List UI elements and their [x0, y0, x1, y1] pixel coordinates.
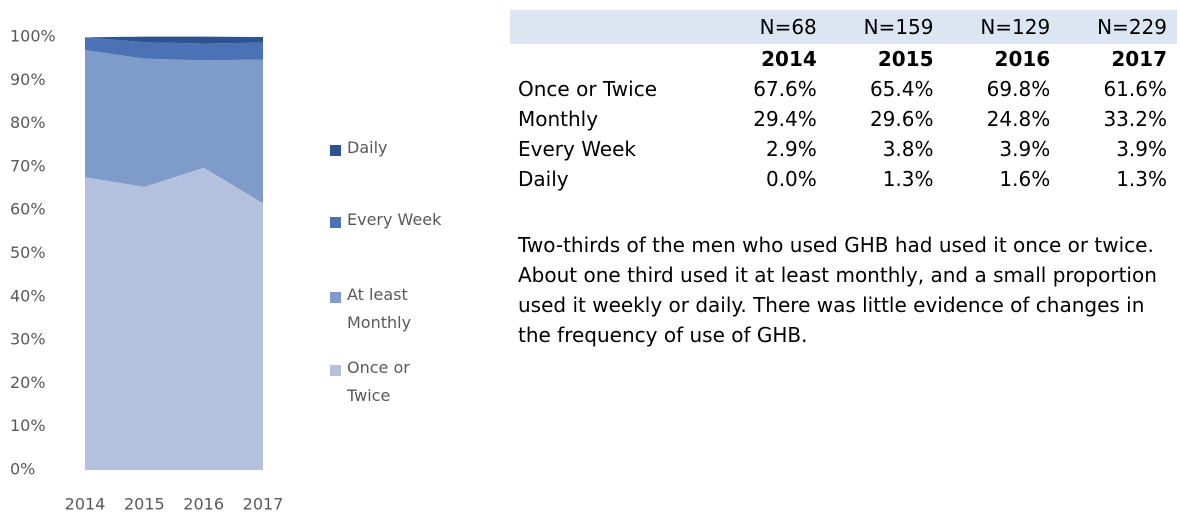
table-cell: 1.3%	[1116, 167, 1167, 191]
table-cell: 69.8%	[986, 77, 1051, 101]
y-tick-label: 0%	[10, 460, 35, 479]
table-cell: Monthly	[518, 107, 599, 131]
legend-label: Once or Twice	[347, 358, 410, 405]
legend-swatch	[330, 292, 341, 303]
paragraph: Two-thirds of the men who used GHB had u…	[518, 233, 1157, 347]
area	[85, 167, 263, 471]
area	[85, 36, 263, 44]
table-cell: 2017	[1111, 47, 1167, 71]
table-cell: 65.4%	[869, 77, 934, 101]
table-cell: 67.6%	[753, 77, 817, 101]
table-cell	[510, 10, 719, 44]
legend-label: Daily	[347, 138, 388, 157]
table-cell: N=129	[943, 10, 1061, 44]
y-tick-label: 90%	[10, 70, 46, 89]
y-tick-label: 40%	[10, 286, 46, 305]
table-row: Every Week 2.9% 3.8% 3.9% 3.9%	[510, 134, 1177, 164]
y-tick-label: 10%	[10, 416, 46, 435]
legend-swatch	[330, 217, 341, 228]
legend-label: At least Monthly	[347, 285, 412, 332]
legend-label: Every Week	[347, 210, 442, 229]
table-cell: Every Week	[518, 137, 636, 161]
table-cell: N=229	[1060, 10, 1177, 44]
x-tick-label: 2017	[243, 495, 284, 514]
table-cell: 3.9%	[1116, 137, 1167, 161]
table-cell: 3.9%	[999, 137, 1051, 161]
chart: 0% 10% 20% 30% 40% 50% 60% 70% 80% 90% 100% 2014 201…	[10, 27, 284, 514]
legend-entry: Once or Twice	[330, 358, 460, 410]
legend-swatch	[330, 365, 341, 376]
legend-entry: Daily	[330, 138, 460, 162]
y-tick-label: 30%	[10, 330, 46, 349]
table-cell: 2015	[877, 47, 934, 71]
table-cell: 61.6%	[1103, 77, 1167, 101]
table-cell: Once or Twice	[518, 77, 658, 101]
table-cell: N=68	[718, 10, 827, 44]
y-tick-label: 70%	[10, 156, 46, 175]
table-row: Once or Twice 67.6% 65.4% 69.8% 61.6%	[510, 74, 1177, 104]
y-tick-label: 20%	[10, 373, 46, 392]
data-table: N=68 N=159 N=129 N=229 2014 2015 2016 2017 Once …	[510, 10, 1177, 194]
table-cell: 33.2%	[1103, 107, 1167, 131]
table-cell: 2.9%	[765, 137, 817, 161]
table-cell	[510, 44, 719, 74]
table-cell: 29.6%	[869, 107, 934, 131]
y-tick-label: 60%	[10, 200, 46, 219]
area	[85, 37, 263, 61]
table-row: Daily 0.0% 1.3% 1.6% 1.3%	[510, 164, 1177, 194]
legend-swatch	[330, 145, 341, 156]
table-cell: 2016	[994, 47, 1051, 71]
x-tick-label: 2014	[65, 495, 106, 514]
table-row: Monthly 29.4% 29.6% 24.8% 33.2%	[510, 104, 1177, 134]
table-cell: 3.8%	[882, 137, 934, 161]
table-cell: 1.6%	[999, 167, 1051, 191]
table-cell: 24.8%	[986, 107, 1051, 131]
x-tick-label: 2016	[183, 495, 224, 514]
table-row: 2014 2015 2016 2017	[510, 44, 1177, 74]
table-row: N=68 N=159 N=129 N=229	[510, 10, 1177, 44]
legend-entry: Every Week	[330, 210, 460, 234]
x-tick-label: 2015	[124, 495, 165, 514]
y-tick-label: 80%	[10, 113, 46, 132]
area	[85, 49, 263, 204]
table-cell: 0.0%	[765, 167, 817, 191]
table-cell: 29.4%	[753, 107, 817, 131]
table-cell: 1.3%	[882, 167, 934, 191]
y-tick-label: 100%	[10, 27, 56, 46]
table-cell: 2014	[761, 47, 817, 71]
y-tick-label: 50%	[10, 243, 46, 262]
legend-entry: At least Monthly	[330, 285, 460, 337]
table-cell: N=159	[826, 10, 944, 44]
table-cell: Daily	[518, 167, 569, 191]
